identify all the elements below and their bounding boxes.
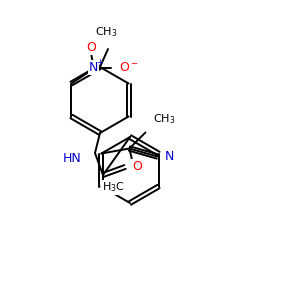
Text: O$^-$: O$^-$	[119, 61, 140, 74]
Text: HN: HN	[62, 152, 81, 164]
Text: CH$_3$: CH$_3$	[153, 113, 176, 127]
Text: O: O	[86, 41, 96, 54]
Text: CH$_3$: CH$_3$	[95, 25, 117, 39]
Text: N: N	[164, 150, 174, 163]
Text: O: O	[132, 160, 142, 172]
Text: N: N	[89, 61, 98, 74]
Text: H$_3$C: H$_3$C	[101, 181, 124, 194]
Text: +: +	[96, 58, 103, 67]
